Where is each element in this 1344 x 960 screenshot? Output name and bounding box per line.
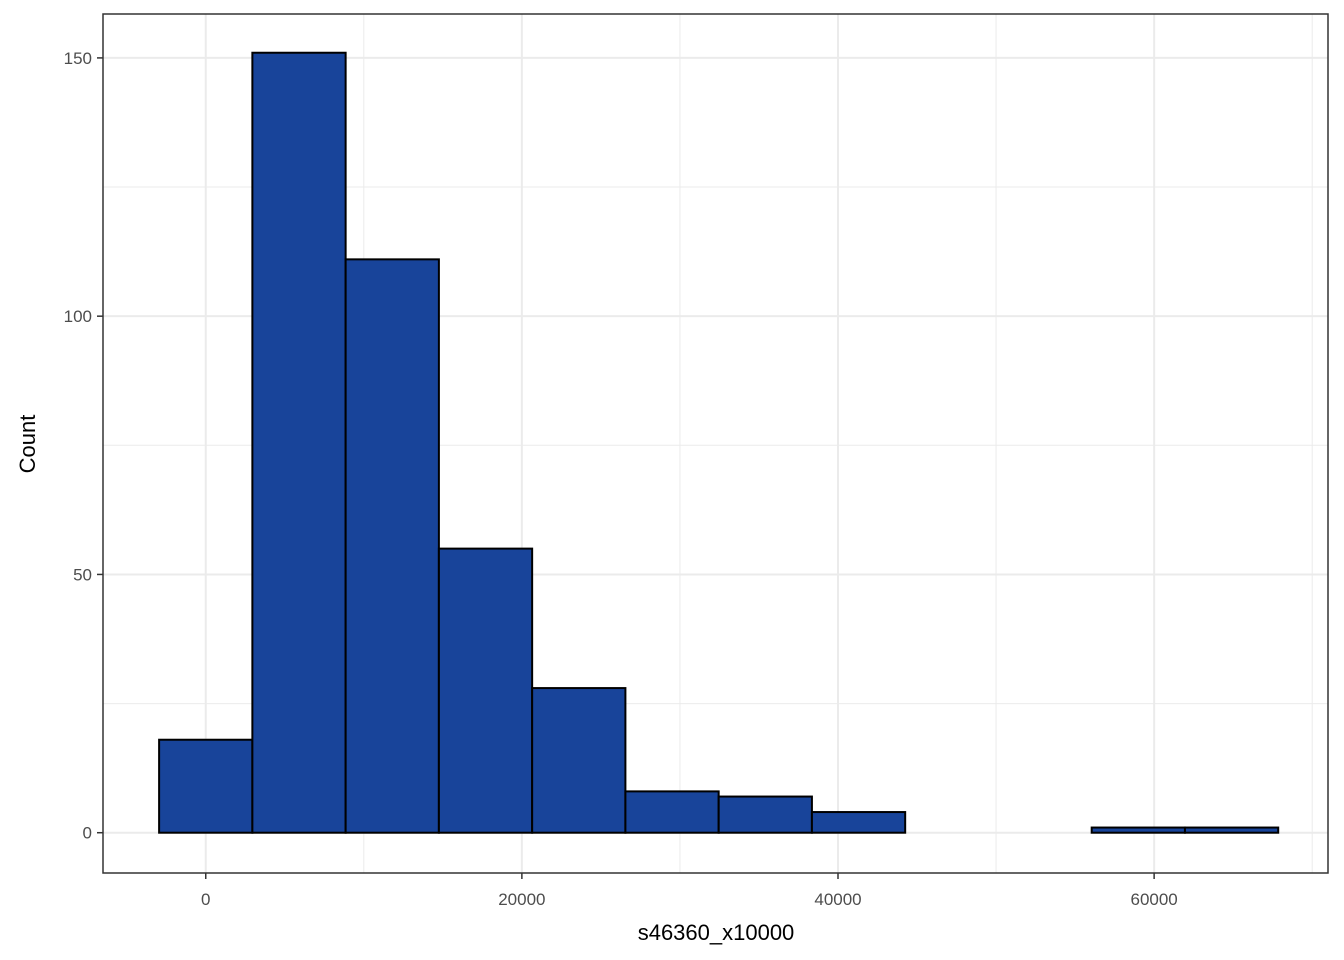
histogram-bar	[810, 811, 907, 834]
x-tick-label: 60000	[1130, 890, 1177, 909]
y-tick-label: 0	[83, 824, 92, 843]
histogram-bar	[344, 258, 440, 834]
y-axis-title: Count	[15, 415, 40, 474]
y-tick-label: 50	[73, 565, 92, 584]
histogram-bars	[158, 51, 1280, 834]
x-tick-label: 0	[201, 890, 210, 909]
histogram-bar	[717, 795, 813, 834]
x-tick-label: 20000	[498, 890, 545, 909]
histogram-bar	[1090, 826, 1186, 834]
histogram-bar	[624, 790, 720, 834]
panel-border	[102, 13, 1329, 874]
y-tick-label: 100	[64, 307, 92, 326]
x-tick-label: 40000	[814, 890, 861, 909]
histogram-bar	[251, 51, 347, 834]
histogram-bar	[531, 687, 627, 834]
x-axis-title: s46360_x10000	[638, 920, 795, 945]
histogram-bar	[437, 547, 534, 834]
histogram-bar	[1183, 826, 1280, 834]
y-tick-label: 150	[64, 49, 92, 68]
histogram-bar	[158, 738, 254, 834]
axes: 0 20000 40000 60000 0 50 100 150	[64, 49, 1178, 909]
